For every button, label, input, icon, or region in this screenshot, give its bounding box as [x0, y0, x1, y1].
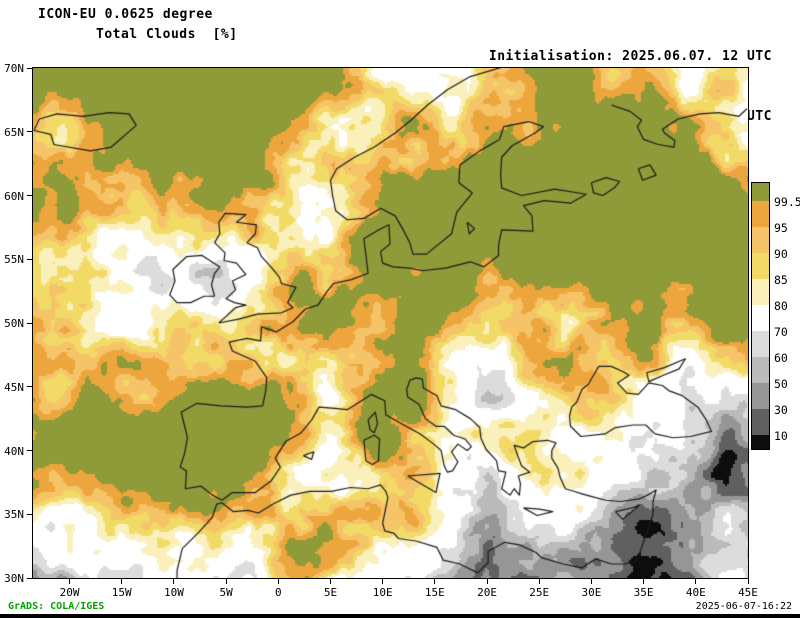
legend-bar: [751, 182, 770, 450]
lon-label: 10E: [372, 586, 393, 599]
lat-tick: [27, 258, 32, 260]
lon-label: 15E: [424, 586, 445, 599]
legend-value: 85: [774, 273, 788, 287]
legend-swatch: [752, 279, 769, 305]
lon-tick: [486, 579, 488, 584]
legend-swatch: [752, 357, 769, 383]
model-title: ICON-EU 0.0625 degree: [38, 7, 213, 22]
lat-label: 60N: [4, 189, 24, 203]
lon-tick: [747, 579, 749, 584]
lat-tick: [27, 577, 32, 579]
lon-tick: [329, 579, 331, 584]
lon-label: 10W: [163, 586, 184, 599]
legend-value: 70: [774, 325, 788, 339]
lat-tick: [27, 513, 32, 515]
lon-label: 15W: [111, 586, 132, 599]
lon-label: 0: [274, 586, 282, 599]
lon-tick: [643, 579, 645, 584]
lon-tick: [277, 579, 279, 584]
legend-swatch: [752, 253, 769, 279]
variable-title: Total Clouds [%]: [96, 27, 238, 42]
lon-label: 20W: [59, 586, 80, 599]
lon-label: 25E: [529, 586, 550, 599]
lat-label: 35N: [4, 508, 24, 522]
grads-credit: GrADS: COLA/IGES: [8, 601, 105, 612]
legend-swatch: [752, 435, 769, 449]
legend-value: 10: [774, 429, 788, 443]
lon-tick: [434, 579, 436, 584]
lon-label: 35E: [633, 586, 654, 599]
lon-tick: [695, 579, 697, 584]
lat-tick: [27, 131, 32, 133]
legend-value: 30: [774, 403, 788, 417]
bottom-border: [0, 614, 800, 618]
legend-value: 99.5: [774, 195, 800, 209]
legend-swatch: [752, 305, 769, 331]
legend-value: 80: [774, 299, 788, 313]
lat-tick: [27, 67, 32, 69]
creation-timestamp: 2025-06-07-16:22: [695, 601, 792, 612]
lon-tick: [590, 579, 592, 584]
lon-tick: [173, 579, 175, 584]
lat-label: 55N: [4, 253, 24, 267]
legend-value: 50: [774, 377, 788, 391]
initialisation-time: Initialisation: 2025.06.07. 12 UTC: [488, 49, 772, 64]
lon-tick: [538, 579, 540, 584]
map-frame: [32, 67, 749, 579]
lon-label: 45E: [738, 586, 758, 599]
lon-label: 20E: [477, 586, 497, 599]
lon-tick: [69, 579, 71, 584]
lat-tick: [27, 195, 32, 196]
legend-swatch: [752, 227, 769, 253]
lon-label: 40E: [685, 586, 706, 599]
legend-swatch: [752, 201, 769, 227]
lat-label: 50N: [4, 317, 24, 330]
cloud-cover-map: [33, 68, 748, 578]
lat-label: 70N: [4, 62, 24, 75]
legend-swatch: [752, 383, 769, 409]
lat-label: 45N: [4, 380, 24, 394]
lat-label: 30N: [4, 572, 24, 585]
color-scale-legend: 99.5 95 90 85 80 70 60 50 30 10: [751, 182, 800, 452]
lon-label: 30E: [581, 586, 602, 599]
lon-tick: [225, 579, 227, 584]
lon-label: 5W: [219, 586, 233, 599]
lat-tick: [27, 322, 32, 324]
lat-tick: [27, 450, 32, 451]
legend-value: 95: [774, 221, 788, 235]
lat-tick: [27, 386, 32, 388]
lon-tick: [121, 579, 123, 584]
lon-tick: [382, 579, 384, 584]
legend-swatch: [752, 331, 769, 357]
legend-swatch: [752, 409, 769, 435]
legend-value: 60: [774, 351, 788, 365]
legend-value: 90: [774, 247, 788, 261]
lat-label: 65N: [4, 125, 24, 139]
lat-label: 40N: [4, 444, 24, 458]
lon-label: 5E: [323, 586, 338, 599]
legend-swatch: [752, 183, 769, 201]
